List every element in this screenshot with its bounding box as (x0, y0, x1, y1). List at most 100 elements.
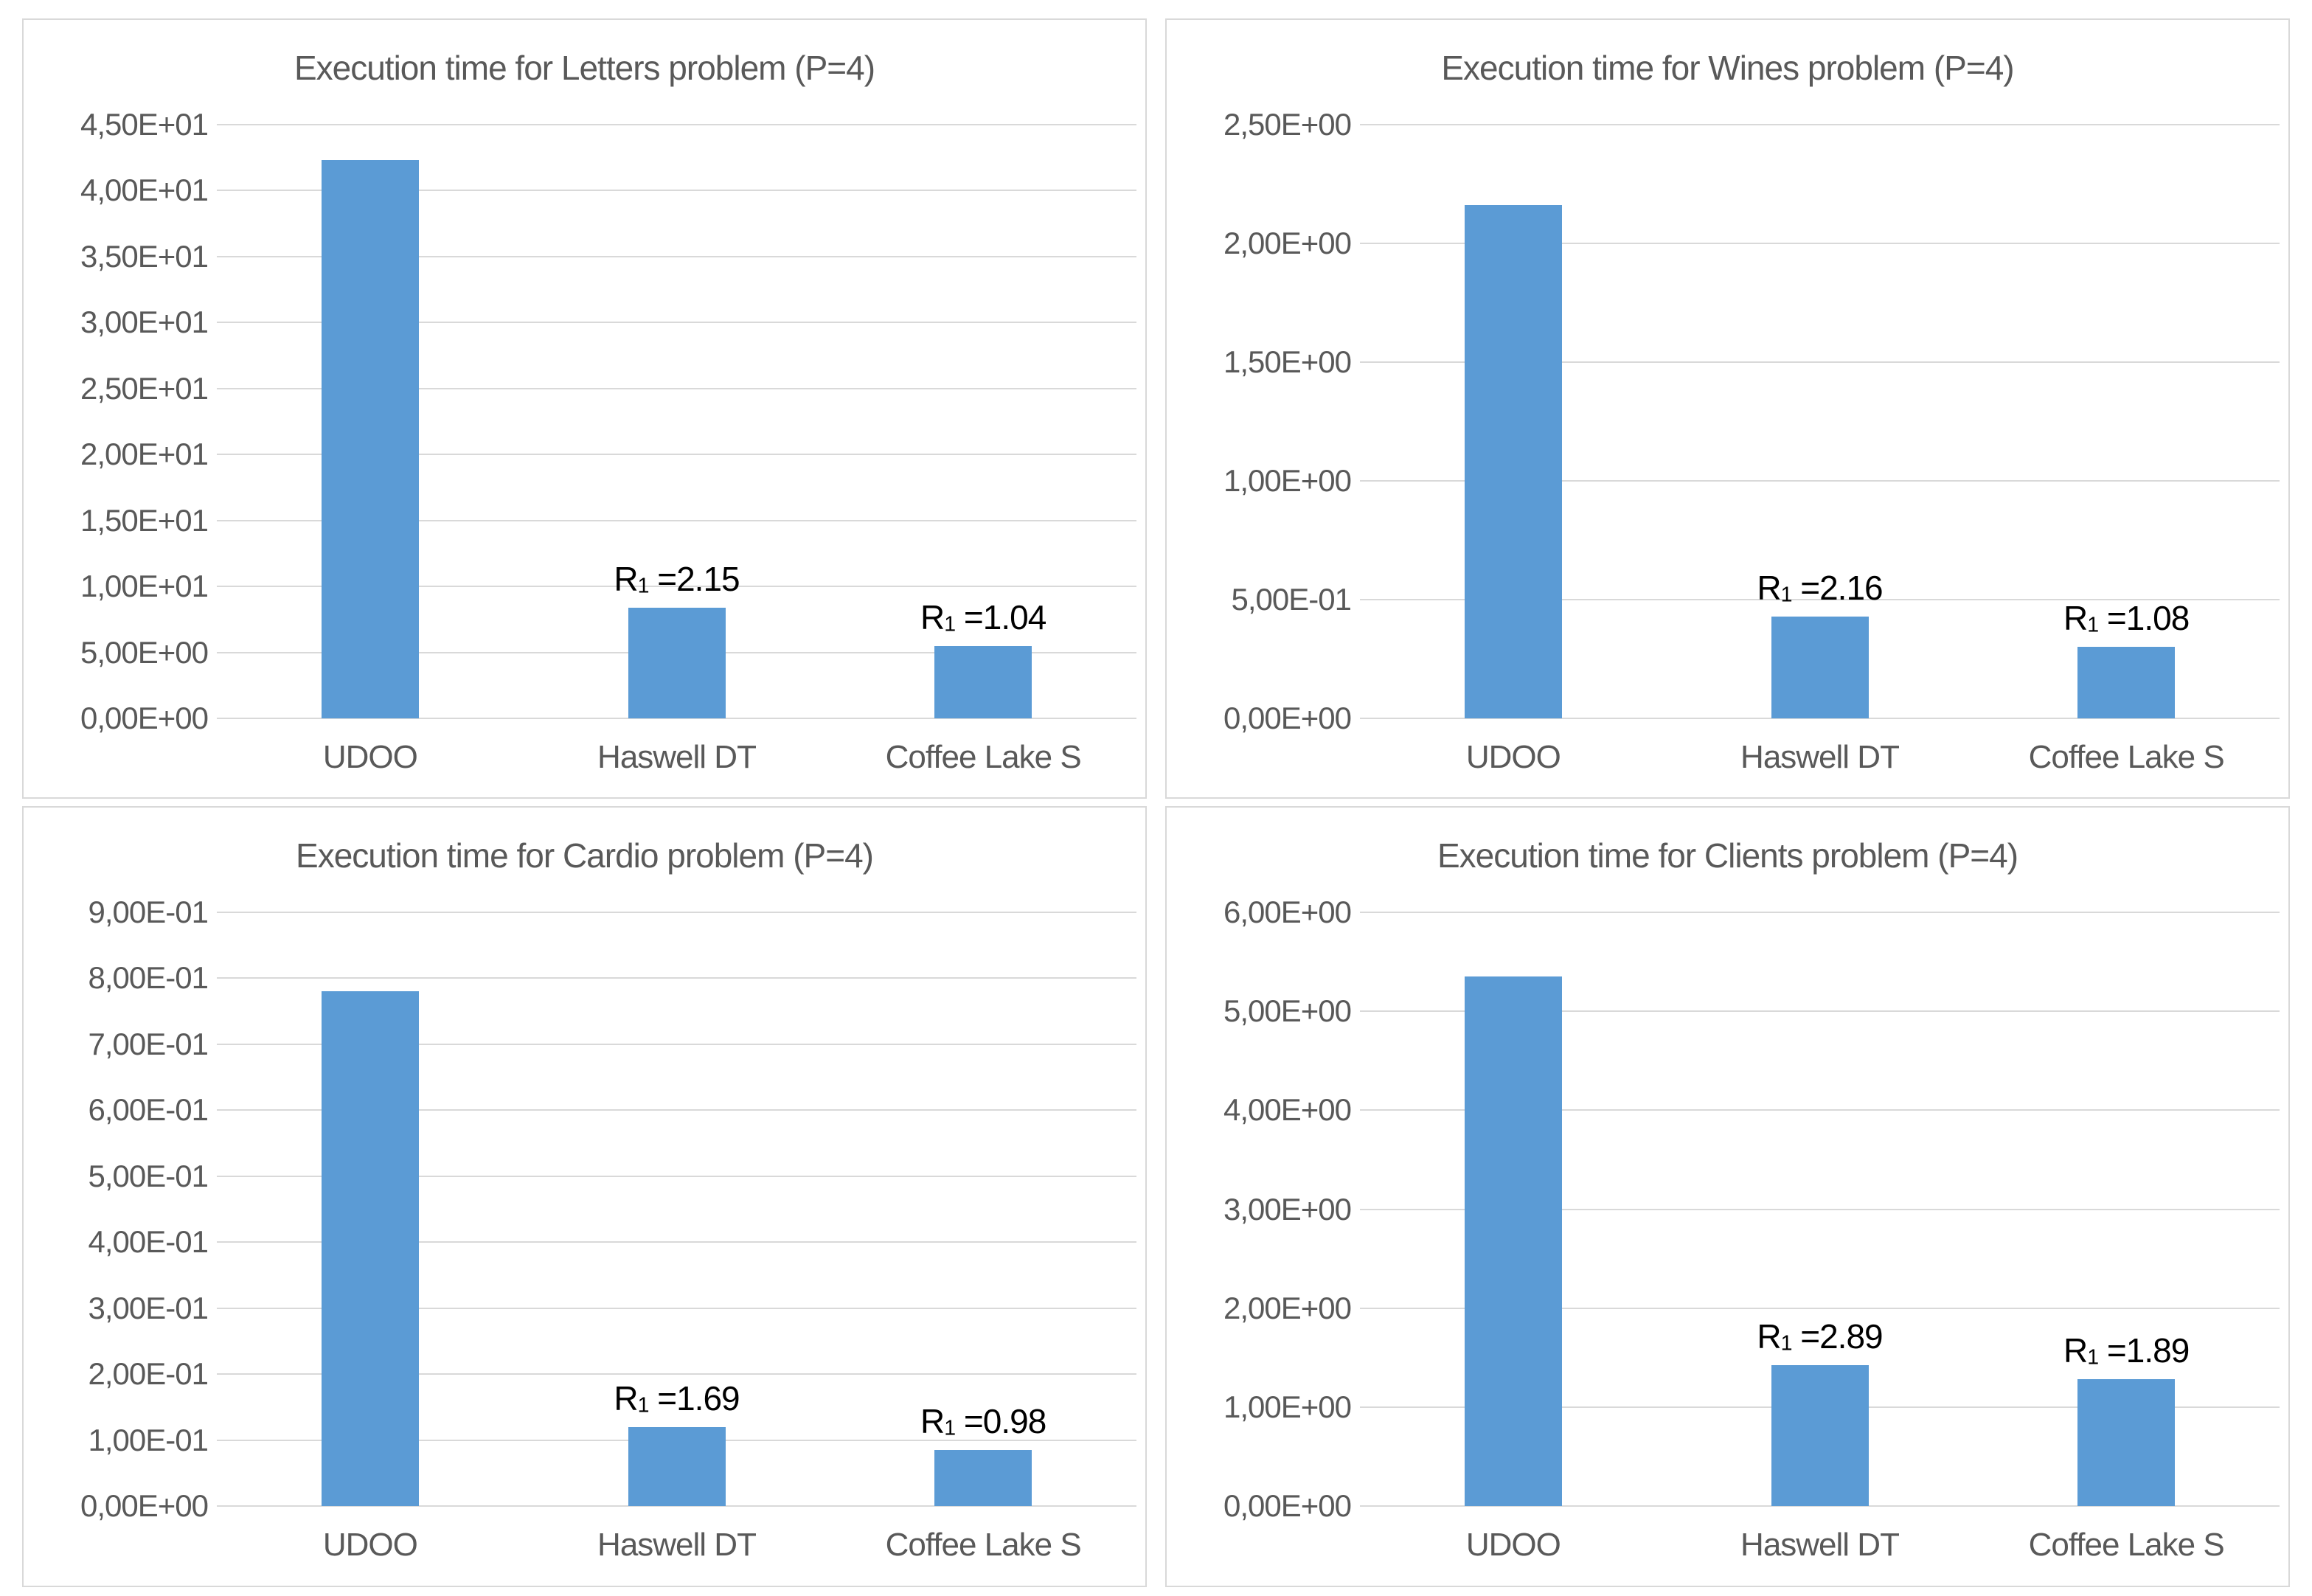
y-tick-label: 5,00E-01 (88, 1158, 209, 1193)
chart-panel-clients: Execution time for Clients problem (P=4)… (1165, 806, 2290, 1587)
bar-coffee-lake-s (2077, 1379, 2176, 1506)
gridline (1360, 1505, 2280, 1507)
annotation-base: R (2063, 599, 2088, 638)
y-tick-label: 5,00E-01 (1231, 582, 1352, 617)
category-label: Coffee Lake S (2028, 739, 2225, 775)
category-label: Coffee Lake S (885, 1527, 1082, 1563)
y-tick-label: 0,00E+00 (80, 1488, 209, 1523)
y-tick-label: 2,50E+00 (1223, 107, 1352, 142)
gridline (217, 912, 1136, 913)
y-tick-label: 3,00E+01 (80, 305, 209, 340)
category-label: Haswell DT (1740, 739, 1900, 775)
bar-coffee-lake-s (2077, 647, 2176, 718)
gridline (1360, 1010, 2280, 1012)
annotation-base: R (614, 559, 638, 598)
bar-annotation: R1 =0.98 (920, 1401, 1046, 1441)
gridline (1360, 1209, 2280, 1210)
bar-haswell-dt (1771, 1365, 1869, 1506)
y-tick-label: 4,00E-01 (88, 1224, 209, 1260)
y-tick-label: 2,00E+00 (1223, 226, 1352, 260)
gridline (217, 1308, 1136, 1309)
y-tick-label: 0,00E+00 (80, 701, 209, 735)
gridline (1360, 599, 2280, 600)
annotation-base: R (1757, 1317, 1781, 1356)
annotation-subscript: 1 (1780, 1331, 1793, 1356)
bar-udoo (321, 160, 419, 718)
annotation-subscript: 1 (2087, 613, 2099, 637)
bar-annotation: R1 =2.89 (1757, 1316, 1883, 1356)
category-label: Coffee Lake S (885, 739, 1082, 775)
chart-title: Execution time for Clients problem (P=4) (1437, 836, 2018, 875)
annotation-subscript: 1 (637, 574, 650, 598)
gridline (217, 256, 1136, 257)
y-tick-label: 1,00E+00 (1223, 1389, 1352, 1424)
annotation-value: =2.15 (648, 559, 740, 598)
gridline (217, 1505, 1136, 1507)
category-label: UDOO (1465, 1527, 1561, 1563)
y-tick-label: 5,00E+00 (1223, 993, 1352, 1029)
gridline (1360, 361, 2280, 363)
y-tick-label: 1,00E+01 (80, 569, 209, 604)
y-tick-label: 2,00E-01 (88, 1356, 209, 1392)
y-tick-label: 1,00E-01 (88, 1422, 209, 1457)
gridline (217, 322, 1136, 323)
gridline (217, 190, 1136, 191)
chart-panel-letters: Execution time for Letters problem (P=4)… (22, 18, 1147, 799)
bar-haswell-dt (628, 1426, 726, 1506)
annotation-base: R (614, 1378, 638, 1418)
y-tick-label: 8,00E-01 (88, 960, 209, 996)
y-tick-label: 3,50E+01 (80, 238, 209, 274)
y-tick-label: 2,50E+01 (80, 370, 209, 406)
bar-annotation: R1 =1.08 (2063, 598, 2190, 638)
plot-area: R1 =2.16 R1 =1.08 (1360, 124, 2280, 719)
gridline (217, 718, 1136, 719)
annotation-subscript: 1 (637, 1392, 650, 1417)
chart-title: Execution time for Cardio problem (P=4) (296, 836, 874, 875)
annotation-value: =1.89 (2098, 1331, 2190, 1370)
gridline (1360, 124, 2280, 125)
bar-haswell-dt (628, 607, 726, 718)
annotation-subscript: 1 (944, 1416, 956, 1440)
y-tick-label: 0,00E+00 (1223, 701, 1352, 735)
category-label: UDOO (322, 739, 418, 775)
annotation-base: R (920, 597, 945, 636)
gridline (217, 586, 1136, 587)
gridline (217, 1044, 1136, 1045)
y-tick-label: 6,00E+00 (1223, 895, 1352, 929)
gridline (1360, 1308, 2280, 1309)
gridline (1360, 243, 2280, 244)
category-label: UDOO (1465, 739, 1561, 775)
annotation-value: =1.08 (2098, 599, 2190, 638)
bar-annotation: R1 =1.04 (920, 597, 1046, 637)
bar-udoo (1464, 205, 1562, 718)
gridline (217, 1373, 1136, 1375)
gridline (217, 977, 1136, 979)
bar-udoo (321, 991, 419, 1506)
plot-area: R1 =2.15 R1 =1.04 (217, 124, 1136, 719)
y-tick-label: 4,00E+00 (1223, 1092, 1352, 1128)
chart-title: Execution time for Letters problem (P=4) (294, 49, 875, 87)
gridline (1360, 1109, 2280, 1111)
gridline (217, 1241, 1136, 1243)
bar-annotation: R1 =2.16 (1757, 568, 1883, 608)
plot-area: R1 =1.69 R1 =0.98 (217, 912, 1136, 1507)
y-tick-label: 6,00E-01 (88, 1092, 209, 1128)
gridline (1360, 912, 2280, 913)
category-label: Haswell DT (1740, 1527, 1900, 1563)
y-tick-label: 4,00E+01 (80, 173, 209, 208)
y-tick-label: 9,00E-01 (88, 895, 209, 929)
category-label: Haswell DT (597, 739, 757, 775)
category-label: Haswell DT (597, 1527, 757, 1563)
annotation-value: =1.69 (648, 1378, 740, 1418)
annotation-subscript: 1 (2087, 1345, 2099, 1370)
annotation-base: R (920, 1401, 945, 1440)
annotation-base: R (1757, 568, 1781, 607)
bar-coffee-lake-s (934, 1449, 1032, 1506)
annotation-value: =1.04 (955, 597, 1046, 636)
y-tick-label: 2,00E+01 (80, 437, 209, 472)
category-label: Coffee Lake S (2028, 1527, 2225, 1563)
annotation-base: R (2063, 1331, 2088, 1370)
bar-udoo (1464, 976, 1562, 1506)
gridline (217, 520, 1136, 521)
